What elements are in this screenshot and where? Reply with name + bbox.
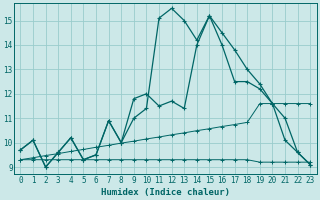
X-axis label: Humidex (Indice chaleur): Humidex (Indice chaleur) (101, 188, 230, 197)
